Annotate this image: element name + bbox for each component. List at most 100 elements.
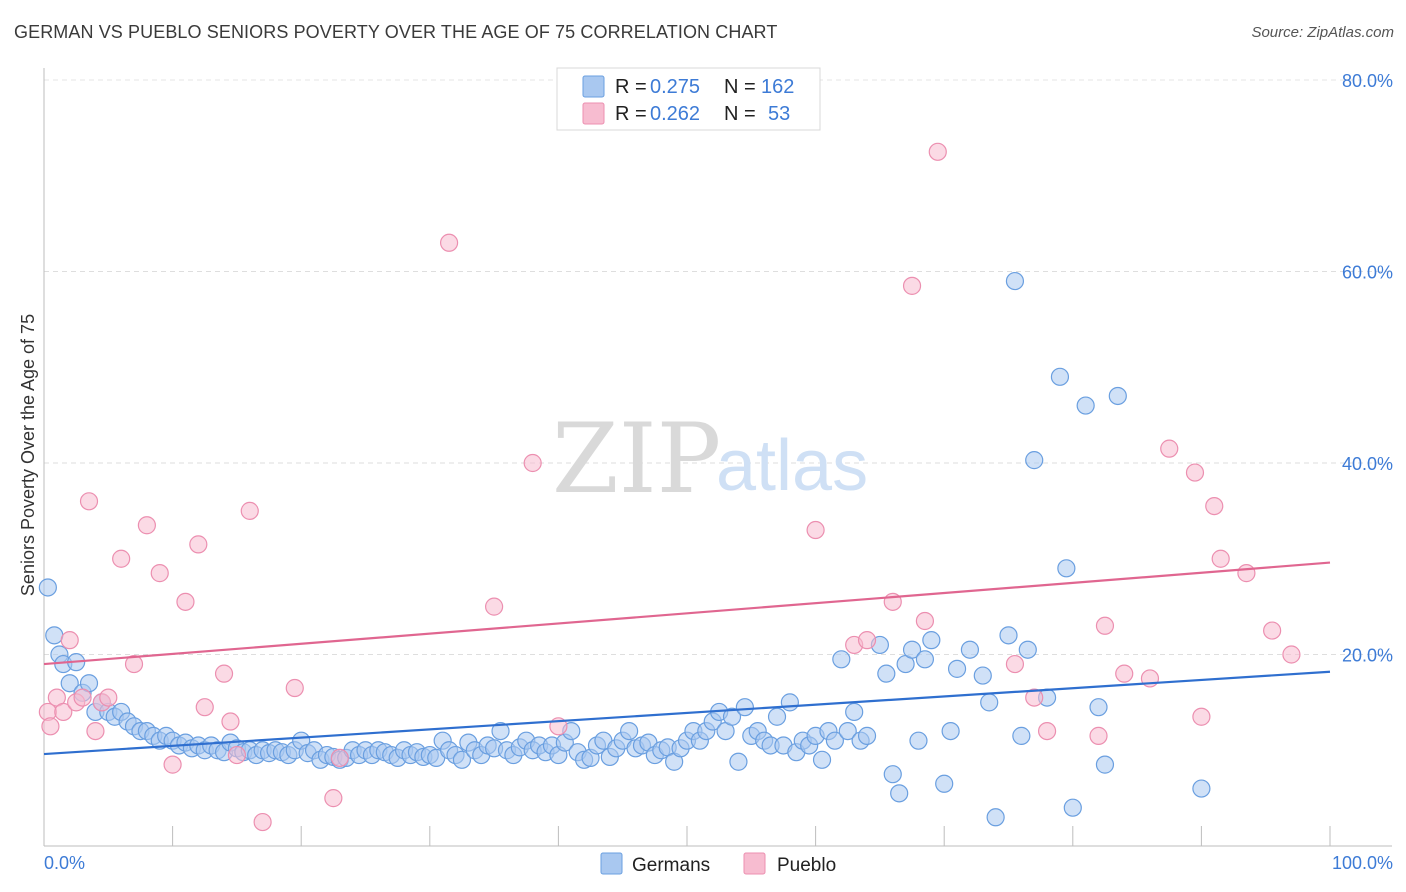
germans-point-130	[877, 664, 896, 683]
pueblo-point-17	[189, 535, 208, 554]
pueblo-point-48	[1205, 496, 1224, 516]
germans-point-141	[960, 640, 980, 659]
germans-point-157	[1108, 386, 1127, 406]
bottom-legend-swatch-pueblo	[743, 852, 766, 875]
y-tick-labels: 20.0% 40.0% 60.0% 80.0%	[1342, 71, 1393, 666]
pueblo-point-50	[1237, 564, 1256, 583]
germans-point-145	[999, 626, 1018, 645]
germans-point-131	[883, 765, 902, 784]
pueblo-point-24	[285, 678, 304, 698]
x-tick-labels: 0.0% 100.0%	[44, 853, 1393, 873]
pueblo-point-31	[806, 520, 825, 540]
germans-point-138	[935, 774, 954, 793]
x-tick-label-start: 0.0%	[44, 853, 85, 873]
y-tick-label-1: 40.0%	[1342, 454, 1393, 474]
germans-point-139	[941, 721, 960, 741]
pueblo-point-52	[1282, 645, 1301, 664]
pueblo-point-1	[41, 717, 60, 736]
pueblo-point-18	[195, 698, 214, 717]
watermark-zip: ZIP	[552, 403, 721, 515]
legend-n-label-germans: N =	[724, 76, 756, 98]
germans-point-148	[1018, 640, 1037, 659]
germans-point-147	[1012, 726, 1031, 745]
gridlines	[44, 79, 1392, 655]
y-tick-label-2: 60.0%	[1342, 263, 1393, 283]
pueblo-point-23	[253, 812, 272, 832]
pueblo-point-8	[86, 721, 105, 741]
bottom-legend: Germans Pueblo	[600, 852, 836, 876]
pueblo-point-25	[324, 789, 343, 808]
y-axis-title: Seniors Poverty Over the Age of 75	[18, 314, 38, 596]
legend-n-value-germans: 162	[761, 76, 794, 98]
legend-n-value-pueblo: 53	[768, 103, 790, 125]
germans-point-1	[45, 626, 64, 645]
germans-point-136	[915, 650, 935, 669]
y-tick-label-0: 20.0%	[1342, 646, 1393, 666]
germans-point-151	[1050, 367, 1070, 386]
germans-point-91	[620, 721, 639, 741]
germans-point-137	[922, 631, 941, 650]
germans-point-155	[1089, 698, 1108, 717]
legend-r-value-germans: 0.275	[650, 76, 700, 98]
pueblo-point-22	[240, 501, 259, 520]
pueblo-point-10	[99, 688, 118, 707]
pueblo-point-43	[1115, 664, 1134, 683]
legend-r-label-germans: R =	[615, 76, 647, 98]
pueblo-point-39	[1025, 688, 1044, 707]
germans-point-134	[902, 640, 922, 659]
pueblo-point-12	[124, 654, 144, 674]
pueblo-point-49	[1211, 549, 1230, 568]
germans-point-121	[812, 750, 832, 769]
pueblo-point-14	[150, 564, 169, 583]
pueblo-points	[38, 142, 1301, 832]
germans-point-109	[735, 698, 754, 717]
trend-lines	[43, 561, 1331, 756]
pueblo-point-51	[1263, 621, 1282, 640]
pueblo-point-29	[523, 453, 542, 473]
pueblo-point-28	[485, 597, 504, 616]
pueblo-point-6	[73, 688, 92, 707]
pueblo-point-4	[60, 631, 79, 650]
pueblo-point-11	[112, 549, 131, 568]
pueblo-point-45	[1160, 439, 1179, 458]
germans-point-156	[1095, 755, 1115, 774]
pueblo-point-15	[163, 755, 182, 774]
pueblo-point-47	[1192, 707, 1211, 726]
pueblo-point-42	[1095, 616, 1115, 635]
germans-point-154	[1076, 396, 1095, 415]
germans-point-143	[980, 693, 999, 712]
germans-point-132	[890, 784, 909, 803]
germans-point-71	[491, 721, 510, 741]
pueblo-point-20	[221, 712, 240, 731]
germans-point-153	[1063, 798, 1082, 817]
germans-points	[38, 271, 1211, 827]
germans-point-135	[909, 731, 928, 750]
y-tick-label-3: 80.0%	[1342, 71, 1393, 91]
x-tick-label-end: 100.0%	[1332, 853, 1393, 873]
pueblo-point-41	[1089, 726, 1108, 745]
germans-point-0	[38, 578, 57, 597]
pueblo-point-33	[857, 631, 877, 650]
germans-point-107	[722, 707, 742, 726]
bottom-legend-pueblo: Pueblo	[777, 855, 836, 876]
germans-point-146	[1005, 271, 1025, 291]
pueblo-point-21	[227, 745, 246, 765]
germans-point-4	[60, 674, 79, 693]
pueblo-trend-line	[43, 561, 1331, 666]
germans-point-114	[767, 707, 787, 726]
legend-swatch-germans	[582, 75, 605, 98]
pueblo-point-3	[54, 702, 73, 722]
germans-point-149	[1025, 451, 1044, 470]
watermark-atlas: atlas	[716, 426, 868, 506]
pueblo-point-40	[1037, 721, 1057, 741]
pueblo-point-7	[79, 492, 99, 511]
pueblo-point-26	[330, 748, 349, 768]
legend-r-value-pueblo: 0.262	[650, 103, 700, 125]
germans-point-158	[1192, 779, 1211, 798]
germans-point-125	[838, 721, 857, 741]
pueblo-point-16	[176, 592, 195, 611]
germans-point-124	[832, 650, 851, 669]
pueblo-point-38	[1005, 654, 1025, 674]
germans-point-144	[986, 808, 1005, 827]
